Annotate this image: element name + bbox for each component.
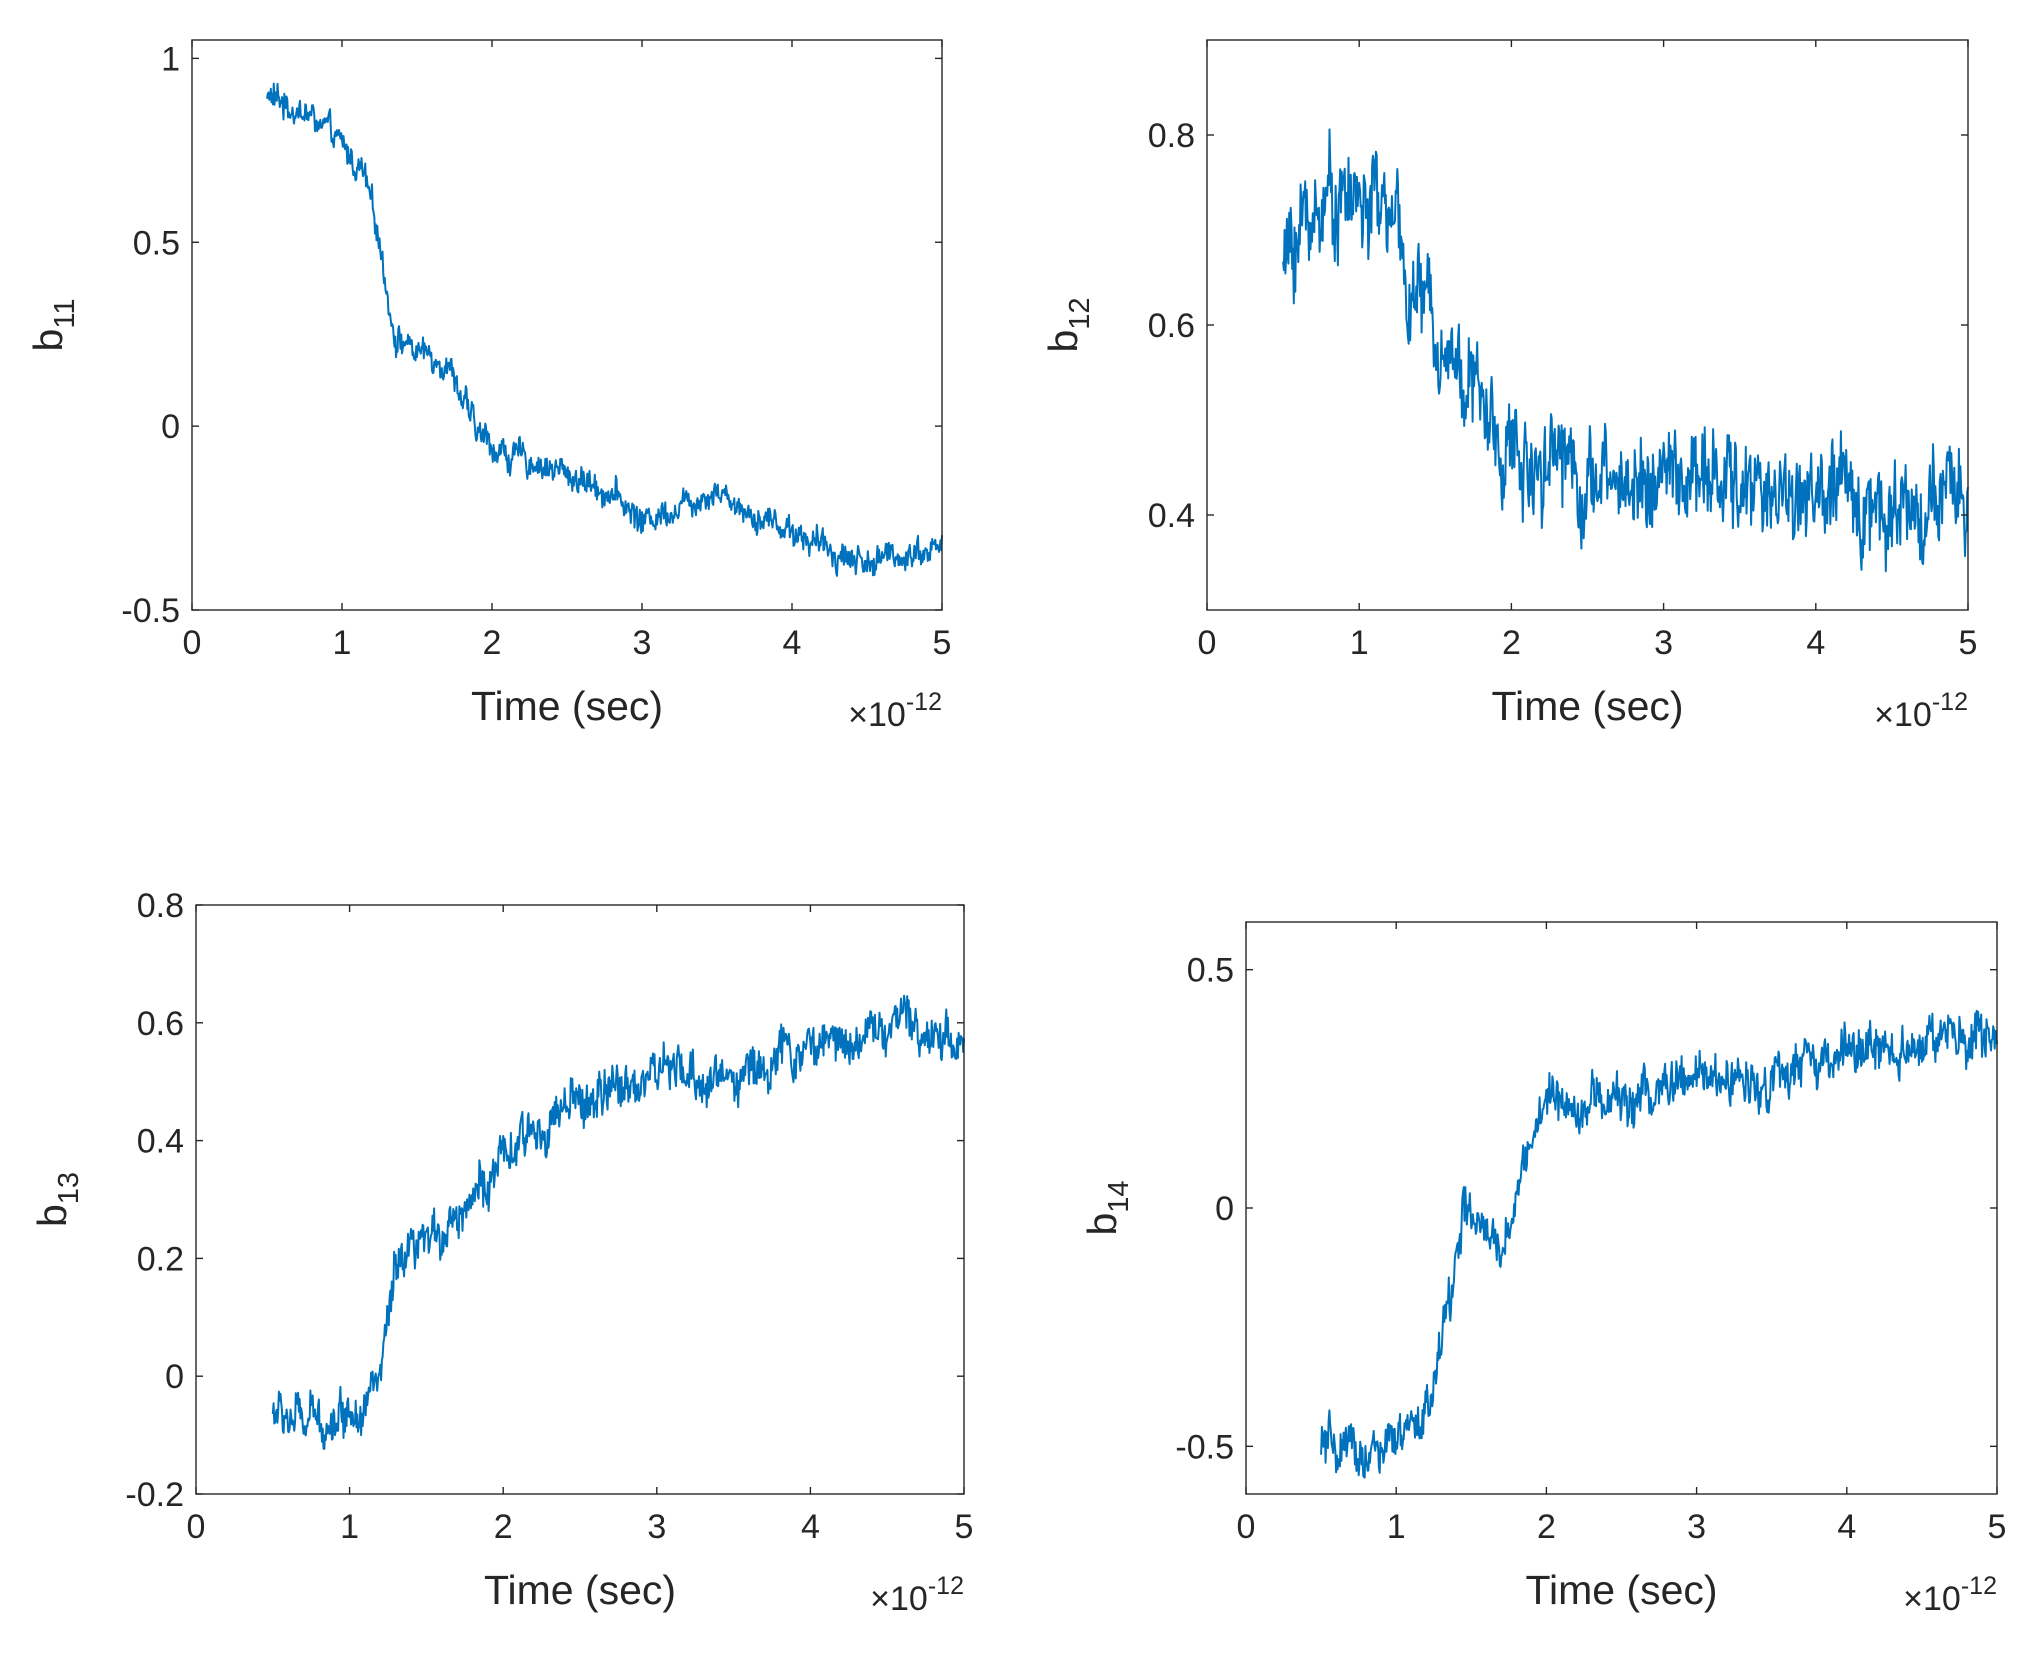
x-exponent-label: ×10-12 <box>848 688 942 734</box>
y-tick-label: 0.8 <box>137 887 184 925</box>
series-line-b12 <box>1282 128 1969 573</box>
y-tick-label: 0.5 <box>1187 952 1234 990</box>
y-tick-label: -0.5 <box>1175 1428 1234 1466</box>
y-axis-label: b14 <box>1079 1180 1135 1235</box>
x-tick-label: 1 <box>333 624 352 662</box>
x-tick-label: 5 <box>1959 624 1978 662</box>
x-tick-label: 5 <box>933 624 952 662</box>
series-line-b11 <box>266 82 943 577</box>
x-axis-label: Time (sec) <box>471 683 663 729</box>
x-tick-label: 4 <box>801 1508 820 1546</box>
x-tick-label: 0 <box>183 624 202 662</box>
series-line-b13 <box>271 994 965 1450</box>
x-exponent-base: ×10 <box>870 1580 928 1618</box>
x-tick-label: 0 <box>1198 624 1217 662</box>
y-axis-label-subscript: 13 <box>53 1172 85 1204</box>
x-exponent-base: ×10 <box>848 696 906 734</box>
y-tick-label: 0.6 <box>1148 307 1195 345</box>
x-tick-label: 1 <box>1350 624 1369 662</box>
x-tick-label: 4 <box>1837 1508 1856 1546</box>
x-exponent-power: -12 <box>906 688 942 716</box>
y-tick-label: 0 <box>161 408 180 446</box>
x-axis-label: Time (sec) <box>484 1567 676 1613</box>
x-tick-label: 0 <box>1237 1508 1256 1546</box>
y-tick-label: -0.5 <box>121 592 180 630</box>
y-tick-label: 0 <box>165 1358 184 1396</box>
x-tick-label: 2 <box>483 624 502 662</box>
x-exponent-label: ×10-12 <box>870 1572 964 1618</box>
y-tick-label: 1 <box>161 40 180 78</box>
x-tick-label: 2 <box>494 1508 513 1546</box>
x-exponent-base: ×10 <box>1874 696 1932 734</box>
y-axis-label: b12 <box>1040 297 1096 352</box>
series-line-b14 <box>1320 1009 1998 1479</box>
y-tick-label: 0.6 <box>137 1005 184 1043</box>
x-exponent-label: ×10-12 <box>1903 1572 1997 1618</box>
axes-frame <box>191 39 943 611</box>
x-exponent-power: -12 <box>928 1572 964 1600</box>
y-tick-label: -0.2 <box>125 1476 184 1514</box>
y-tick-label: 0.4 <box>1148 497 1195 535</box>
x-exponent-power: -12 <box>1961 1572 1997 1600</box>
panel-b14: 0 1 2 3 4 5 -0.5 0 0.5 Time (sec) ×10-12 b14 <box>1079 921 2007 1618</box>
y-axis-label: b13 <box>29 1172 85 1227</box>
y-tick-label: 0.2 <box>137 1240 184 1278</box>
x-tick-label: 2 <box>1502 624 1521 662</box>
y-axis-label-base: b <box>1040 330 1086 353</box>
x-axis-label: Time (sec) <box>1491 683 1683 729</box>
x-exponent-label: ×10-12 <box>1874 688 1968 734</box>
y-axis-label-base: b <box>1079 1213 1125 1236</box>
y-tick-label: 0 <box>1215 1190 1234 1228</box>
axes-frame <box>1245 921 1998 1495</box>
x-tick-label: 3 <box>633 624 652 662</box>
x-tick-label: 3 <box>1687 1508 1706 1546</box>
x-tick-label: 1 <box>1387 1508 1406 1546</box>
x-tick-label: 5 <box>1988 1508 2007 1546</box>
y-axis-label-subscript: 11 <box>49 299 81 329</box>
y-axis-label: b11 <box>25 299 81 352</box>
x-tick-label: 4 <box>783 624 802 662</box>
x-tick-label: 3 <box>647 1508 666 1546</box>
y-tick-label: 0.5 <box>133 224 180 262</box>
x-exponent-base: ×10 <box>1903 1580 1961 1618</box>
y-axis-label-base: b <box>25 329 71 352</box>
x-tick-label: 1 <box>340 1508 359 1546</box>
x-axis-label: Time (sec) <box>1525 1567 1717 1613</box>
y-axis-label-subscript: 12 <box>1064 297 1096 329</box>
x-exponent-power: -12 <box>1932 688 1968 716</box>
axes-frame <box>195 904 965 1495</box>
x-tick-label: 2 <box>1537 1508 1556 1546</box>
x-tick-label: 3 <box>1654 624 1673 662</box>
y-axis-label-base: b <box>29 1204 75 1227</box>
y-tick-label: 0.4 <box>137 1123 184 1161</box>
y-tick-label: 0.8 <box>1148 117 1195 155</box>
x-tick-label: 4 <box>1806 624 1825 662</box>
x-tick-label: 5 <box>955 1508 974 1546</box>
y-axis-label-subscript: 14 <box>1103 1180 1135 1212</box>
x-tick-label: 0 <box>187 1508 206 1546</box>
